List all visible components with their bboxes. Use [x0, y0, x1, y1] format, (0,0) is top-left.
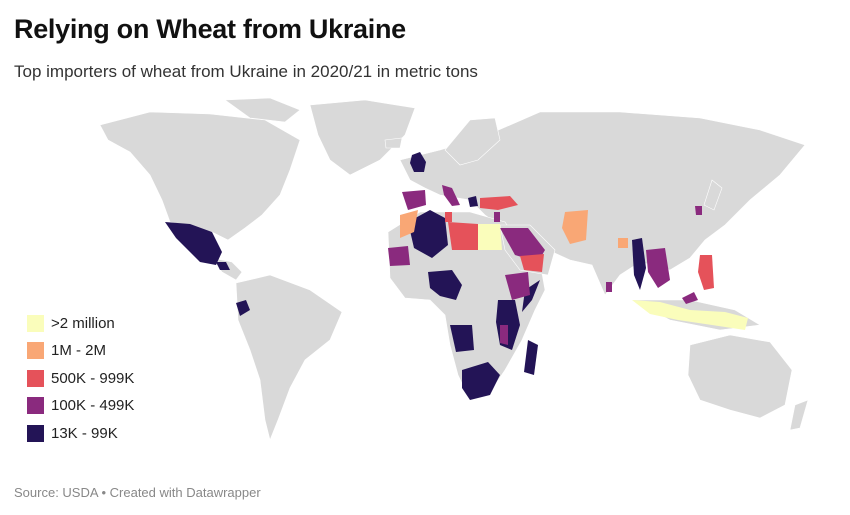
legend-label: 13K - 99K	[51, 424, 118, 442]
legend-label: 100K - 499K	[51, 397, 135, 414]
chart-title: Relying on Wheat from Ukraine	[14, 14, 406, 44]
country-south-korea[interactable]	[695, 206, 702, 215]
legend-item-500k-999k: 500K - 999K	[27, 369, 134, 387]
land-new-zealand	[789, 399, 809, 431]
footer: Source: USDA • Created with Datawrapper	[14, 485, 261, 500]
land-arctic-islands	[224, 97, 301, 123]
country-pakistan[interactable]	[562, 210, 588, 244]
legend-item-100k-499k: 100K - 499K	[27, 397, 134, 415]
country-malaysia[interactable]	[682, 292, 698, 304]
country-philippines[interactable]	[698, 255, 714, 290]
country-egypt[interactable]	[478, 224, 502, 250]
country-thailand-vietnam[interactable]	[646, 248, 670, 288]
legend-label: >2 million	[51, 314, 115, 332]
land-japan	[703, 179, 723, 211]
country-bangladesh[interactable]	[618, 238, 628, 248]
country-mauritania[interactable]	[388, 246, 410, 266]
land-scandinavia	[444, 117, 501, 166]
footer-separator: •	[101, 485, 107, 500]
country-turkey[interactable]	[480, 196, 518, 210]
country-nigeria-cameroon[interactable]	[428, 270, 462, 300]
legend-item-1m-2m: 1M - 2M	[27, 342, 134, 360]
legend-swatch	[27, 424, 44, 442]
country-angola[interactable]	[450, 325, 474, 352]
country-saudi-arabia[interactable]	[500, 228, 545, 262]
land-australia	[687, 334, 793, 419]
legend-label: 1M - 2M	[51, 342, 107, 359]
footer-credit: Created with Datawrapper	[109, 485, 261, 500]
country-malawi[interactable]	[500, 325, 508, 345]
country-madagascar[interactable]	[524, 340, 538, 375]
country-indonesia[interactable]	[632, 300, 748, 330]
country-guatemala-honduras[interactable]	[216, 262, 230, 270]
legend-item-13k-99k: 13K - 99K	[27, 424, 134, 442]
country-myanmar[interactable]	[632, 238, 646, 290]
land-greenland	[309, 99, 416, 176]
legend-swatch	[27, 397, 44, 414]
legend-swatch	[27, 314, 44, 332]
land-africa	[387, 211, 546, 401]
country-libya[interactable]	[448, 222, 478, 250]
country-somalia[interactable]	[522, 280, 540, 312]
country-ecuador[interactable]	[236, 300, 250, 316]
legend: >2 million 1M - 2M 500K - 999K 100K - 49…	[27, 314, 134, 452]
country-yemen[interactable]	[520, 254, 544, 272]
country-italy[interactable]	[442, 185, 460, 206]
legend-swatch	[27, 342, 44, 359]
legend-label: 500K - 999K	[51, 369, 135, 387]
land-iceland	[384, 137, 403, 149]
country-tunisia[interactable]	[445, 212, 452, 222]
country-united-kingdom[interactable]	[410, 152, 426, 172]
country-spain[interactable]	[402, 190, 426, 210]
importer-countries	[165, 152, 748, 400]
country-greece[interactable]	[468, 196, 478, 207]
country-sri-lanka[interactable]	[606, 282, 612, 292]
footer-source: Source: USDA	[14, 485, 98, 500]
country-lebanon-israel[interactable]	[494, 212, 500, 222]
legend-swatch	[27, 369, 44, 387]
country-south-africa[interactable]	[462, 362, 500, 400]
country-morocco[interactable]	[400, 210, 418, 238]
country-algeria[interactable]	[408, 210, 448, 258]
country-mexico[interactable]	[165, 222, 222, 265]
world-map	[99, 97, 809, 441]
country-ethiopia-kenya[interactable]	[505, 272, 530, 300]
chart-subtitle: Top importers of wheat from Ukraine in 2…	[14, 62, 478, 81]
land-north-america	[99, 111, 301, 241]
legend-item-over-2m: >2 million	[27, 314, 134, 332]
land-south-america	[235, 274, 343, 441]
